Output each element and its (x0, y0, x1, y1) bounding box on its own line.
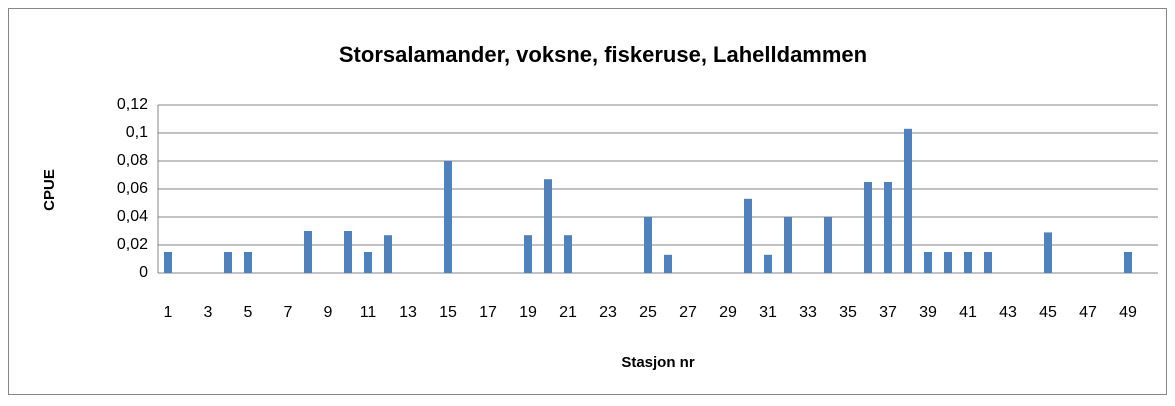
x-tick-label: 25 (639, 304, 657, 321)
bar (364, 252, 372, 273)
bar (384, 235, 392, 273)
bar (764, 254, 772, 273)
chart-border (8, 8, 1167, 395)
x-tick-label: 37 (879, 304, 897, 321)
x-tick-label: 11 (360, 304, 377, 321)
chart-title: Storsalamander, voksne, fiskeruse, Lahel… (339, 42, 867, 67)
x-axis-title: Stasjon nr (621, 354, 695, 371)
x-tick-label: 43 (999, 304, 1017, 321)
y-tick-label: 0,12 (117, 96, 148, 113)
x-tick-label: 7 (284, 304, 293, 321)
x-tick-label: 1 (164, 304, 173, 321)
x-tick-label: 33 (799, 304, 817, 321)
y-tick-label: 0 (139, 264, 148, 281)
y-axis-title: CPUE (41, 169, 58, 211)
bar (244, 252, 252, 273)
x-tick-label: 3 (204, 304, 213, 321)
x-tick-label: 45 (1039, 304, 1057, 321)
x-tick-label: 23 (599, 304, 617, 321)
x-tick-label: 17 (479, 304, 497, 321)
bar (744, 198, 752, 273)
x-tick-label: 31 (759, 304, 777, 321)
x-tick-label: 35 (839, 304, 857, 321)
x-tick-label: 19 (519, 304, 537, 321)
y-tick-label: 0,06 (117, 180, 148, 197)
bar (884, 182, 892, 273)
bar (524, 235, 532, 273)
x-tick-label: 15 (439, 304, 457, 321)
bar (924, 252, 932, 273)
bar (964, 252, 972, 273)
bar (224, 252, 232, 273)
bar (944, 252, 952, 273)
x-tick-label: 5 (244, 304, 253, 321)
bar (984, 252, 992, 273)
bar (304, 231, 312, 273)
bar (164, 252, 172, 273)
x-tick-label: 49 (1119, 304, 1137, 321)
bar (344, 231, 352, 273)
bar (664, 254, 672, 273)
bar (824, 217, 832, 273)
bar (1124, 252, 1132, 273)
x-tick-label: 39 (919, 304, 937, 321)
x-tick-label: 13 (399, 304, 417, 321)
x-tick-label: 21 (559, 304, 577, 321)
bar (1044, 232, 1052, 273)
x-tick-label: 41 (959, 304, 977, 321)
x-tick-label: 27 (679, 304, 697, 321)
bar (444, 161, 452, 273)
x-tick-label: 29 (719, 304, 737, 321)
y-tick-label: 0,02 (117, 236, 148, 253)
bar (864, 182, 872, 273)
x-tick-label: 9 (324, 304, 333, 321)
y-tick-label: 0,04 (117, 208, 148, 225)
y-tick-label: 0,08 (117, 152, 148, 169)
bar (784, 217, 792, 273)
bar (904, 128, 912, 273)
y-tick-label: 0,1 (126, 124, 148, 141)
x-tick-label: 47 (1079, 304, 1097, 321)
bar (564, 235, 572, 273)
bar (544, 179, 552, 273)
bar (644, 217, 652, 273)
